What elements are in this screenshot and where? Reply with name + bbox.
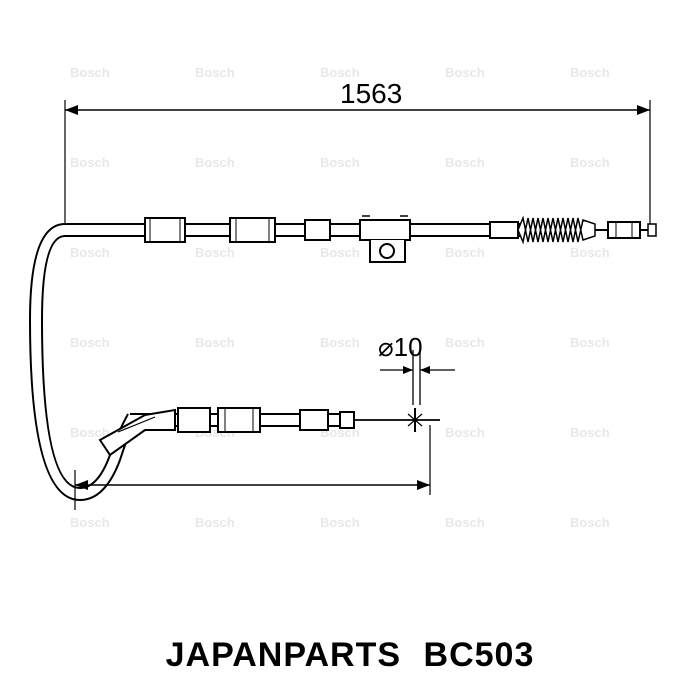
brand-label: JAPANPARTS [166, 636, 401, 674]
dimension-diameter-value: ⌀10 [378, 332, 423, 363]
dimension-overall-value: 1563 [340, 78, 402, 110]
lower-end-clevis [100, 410, 175, 455]
footer: JAPANPARTS BC503 [0, 636, 700, 675]
lower-ferrule-2 [218, 408, 260, 432]
lower-stop [340, 412, 354, 428]
lower-ferrule-1 [178, 408, 210, 432]
bellows [518, 218, 595, 242]
mounting-bracket [360, 216, 410, 262]
end-fitting-right [608, 222, 640, 238]
cable-lower [130, 408, 440, 432]
ferrule-2 [230, 218, 275, 242]
lower-ferrule-3 [300, 410, 328, 430]
dimension-overall-length [65, 100, 650, 225]
fitting-pre-bellows [490, 222, 518, 238]
ferrule-1 [145, 218, 185, 242]
cable-curve [30, 224, 135, 500]
part-number: BC503 [424, 636, 535, 674]
ferrule-3 [305, 220, 330, 240]
